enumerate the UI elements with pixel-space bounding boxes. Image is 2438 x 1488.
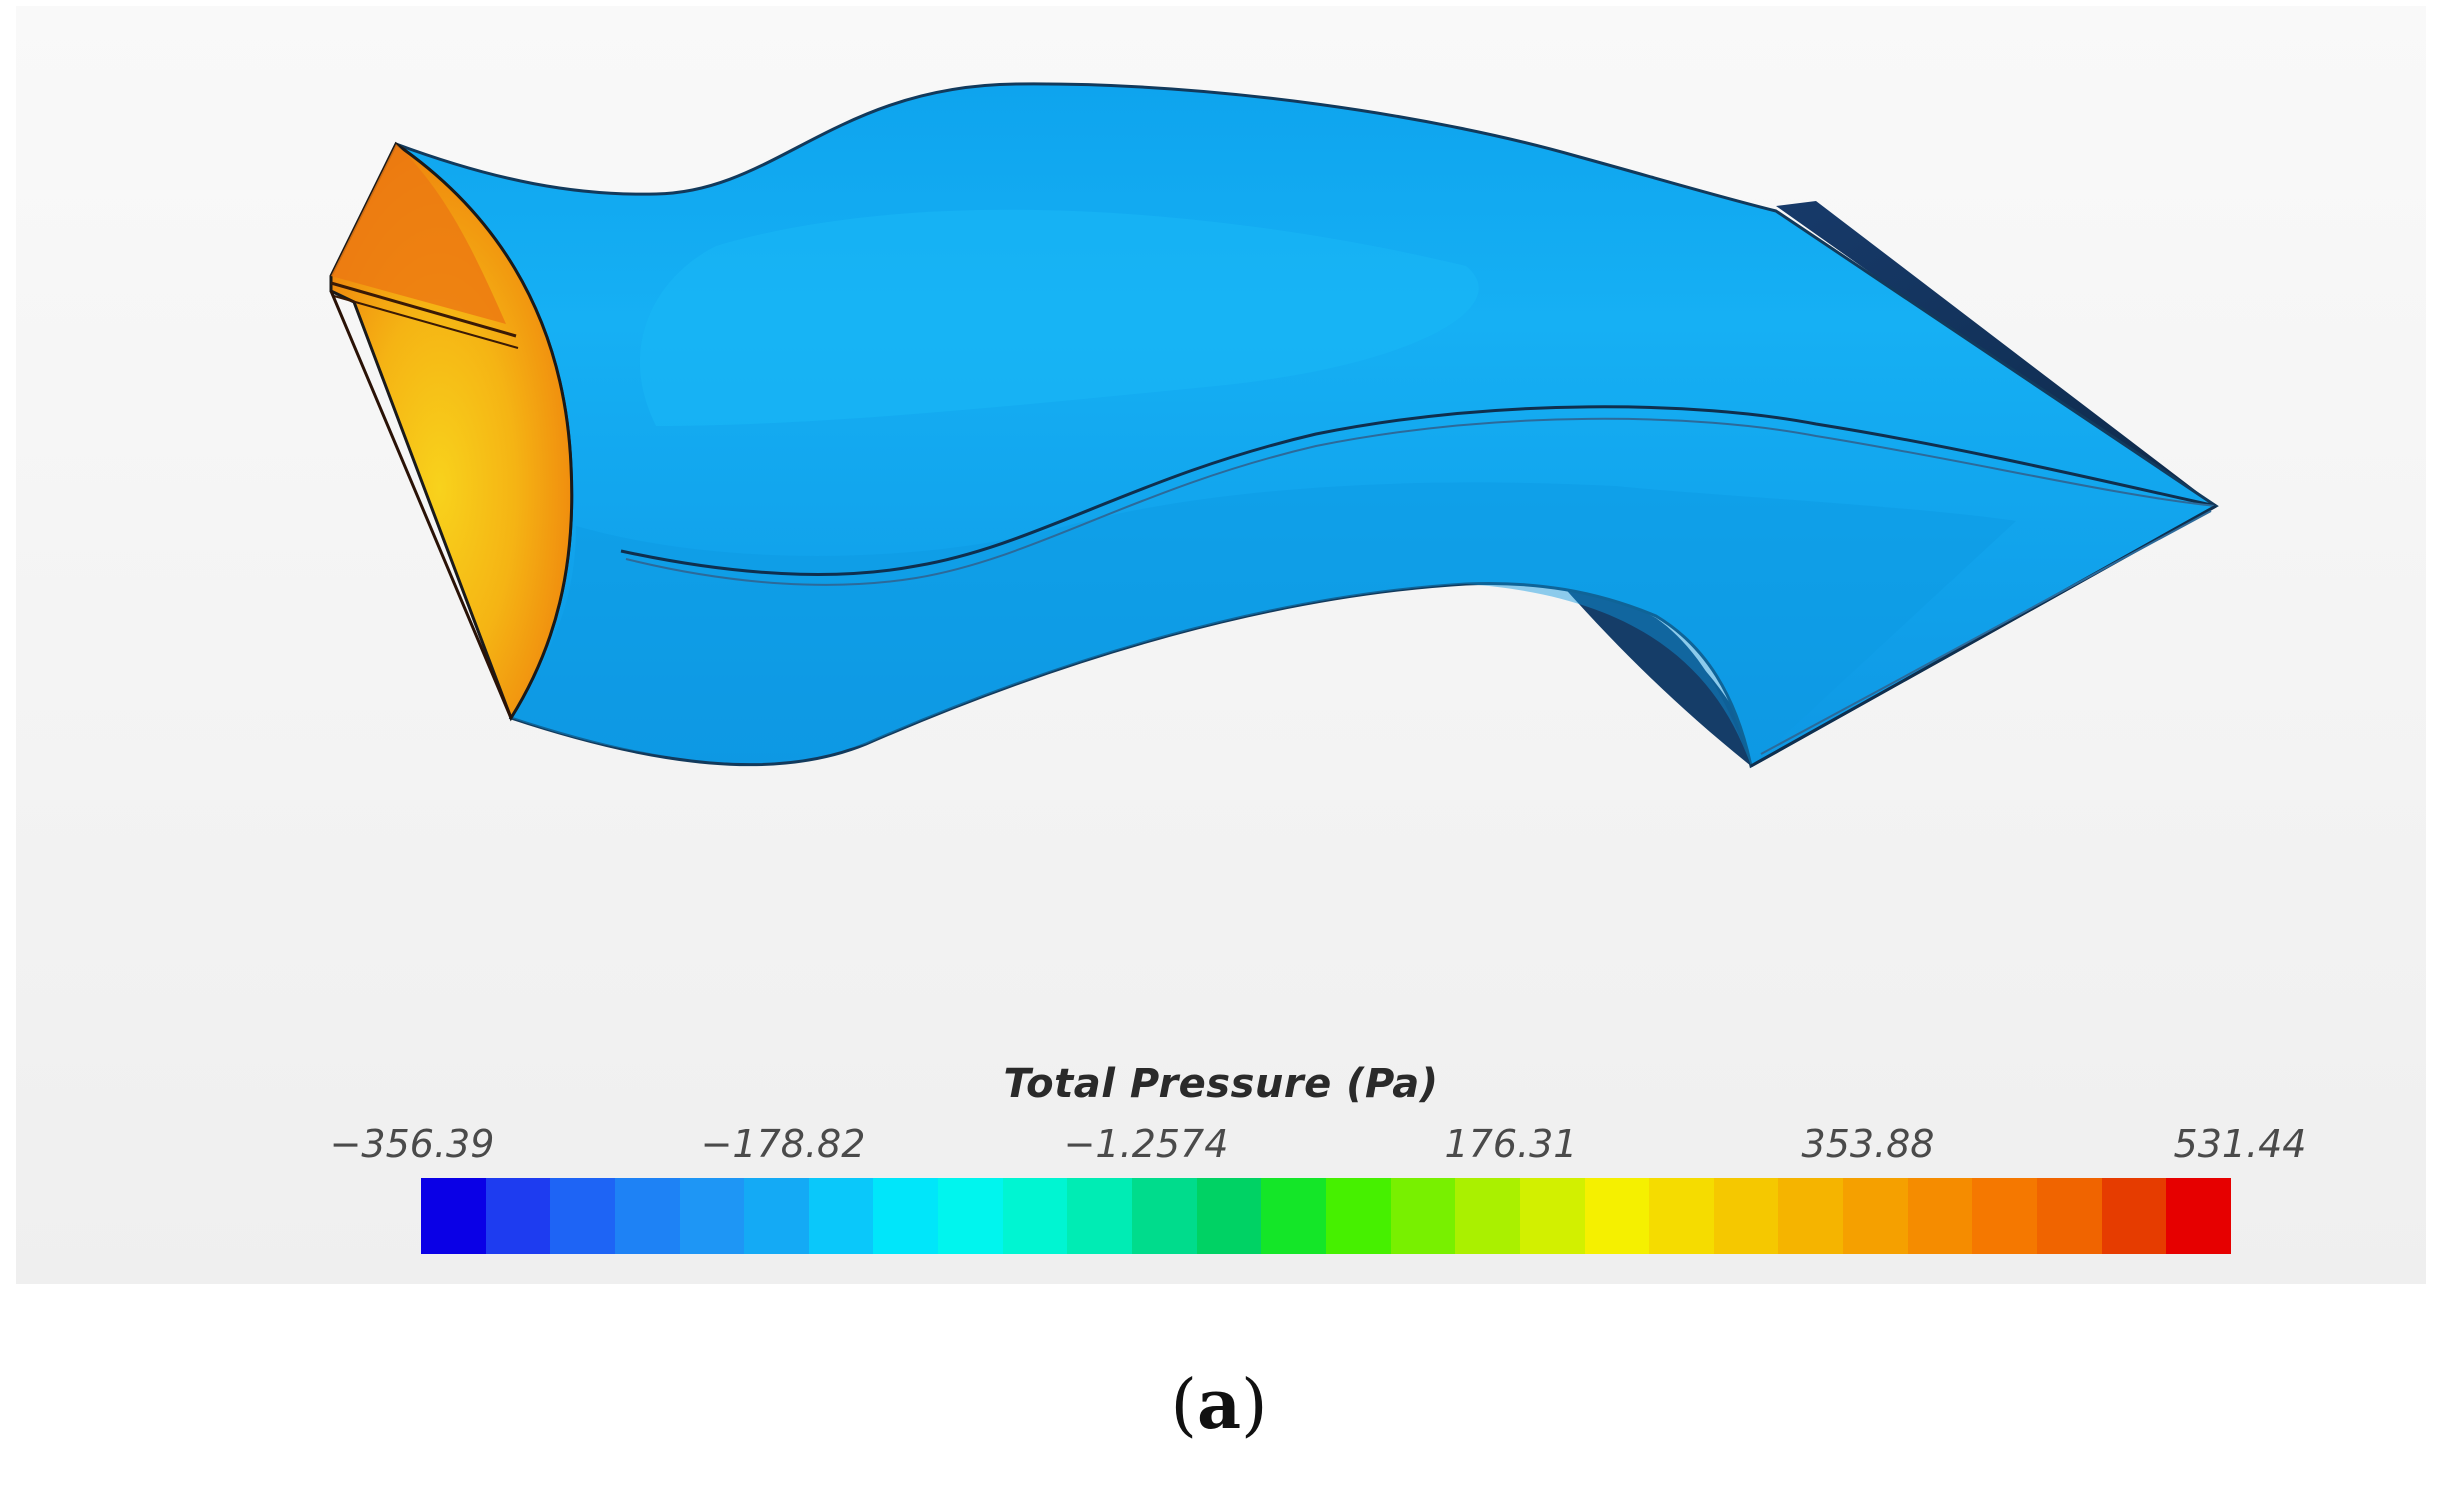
colorbar-cell <box>1713 1178 1779 1254</box>
colorbar <box>421 1178 2231 1254</box>
colorbar-cell <box>1972 1178 2038 1254</box>
colorbar-cell <box>421 1178 486 1254</box>
colorbar-cell <box>1584 1178 1650 1254</box>
inlet-split-line <box>330 281 517 338</box>
inlet-split-line-2 <box>333 295 519 349</box>
legend-tick-1: −356.39 <box>329 1122 495 1166</box>
body-highlight <box>639 209 1479 426</box>
colorbar-cell <box>2101 1178 2167 1254</box>
colorbar-cell <box>1002 1178 1068 1254</box>
body-lower-shade <box>511 482 2016 766</box>
colorbar-cell <box>1390 1178 1456 1254</box>
colorbar-cell <box>2037 1178 2102 1254</box>
outlet-under-shadow <box>1561 584 1751 766</box>
colorbar-cell <box>873 1178 939 1254</box>
colorbar-cell <box>550 1178 615 1254</box>
duct-geometry <box>329 82 2219 769</box>
colorbar-cell <box>1261 1178 1326 1254</box>
colorbar-cell <box>614 1178 680 1254</box>
figure-caption: (a) <box>0 1365 2438 1445</box>
colorbar-cell <box>2166 1178 2231 1254</box>
colorbar-cell <box>1843 1178 1908 1254</box>
colorbar-cell <box>1067 1178 1133 1254</box>
colorbar-cell <box>1519 1178 1585 1254</box>
colorbar-cell <box>679 1178 745 1254</box>
simulation-viewport: Total Pressure (Pa) −356.39 −178.82 −1.2… <box>16 6 2426 1284</box>
colorbar-cell <box>744 1178 809 1254</box>
legend-tick-2: −178.82 <box>700 1122 866 1166</box>
colorbar-cell <box>1196 1178 1262 1254</box>
legend-tick-6: 531.44 <box>2173 1122 2307 1166</box>
colorbar-cell <box>1778 1178 1844 1254</box>
legend-tick-5: 353.88 <box>1801 1122 1935 1166</box>
seam-line-lower <box>625 417 2217 586</box>
caption-open-paren: ( <box>1170 1366 1197 1445</box>
seam-line-bottom-inner <box>1760 510 2212 755</box>
legend-title: Total Pressure (Pa) <box>1003 1061 1439 1107</box>
colorbar-cell <box>1325 1178 1391 1254</box>
caption-label: a <box>1196 1365 1242 1445</box>
colorbar-cell <box>1455 1178 1520 1254</box>
colorbar-cell <box>1132 1178 1197 1254</box>
seam-line-upper <box>620 405 2217 576</box>
inlet-left-edge <box>329 290 513 719</box>
legend-tick-3: −1.2574 <box>1063 1122 1229 1166</box>
inlet-upper-band <box>331 144 506 324</box>
colorbar-cell <box>1649 1178 1714 1254</box>
legend-tick-4: 176.31 <box>1444 1122 1578 1166</box>
colorbar-cell <box>808 1178 874 1254</box>
colorbar-cell <box>1907 1178 1973 1254</box>
caption-close-paren: ) <box>1241 1366 1268 1445</box>
colorbar-cell <box>938 1178 1003 1254</box>
colorbar-cell <box>485 1178 551 1254</box>
